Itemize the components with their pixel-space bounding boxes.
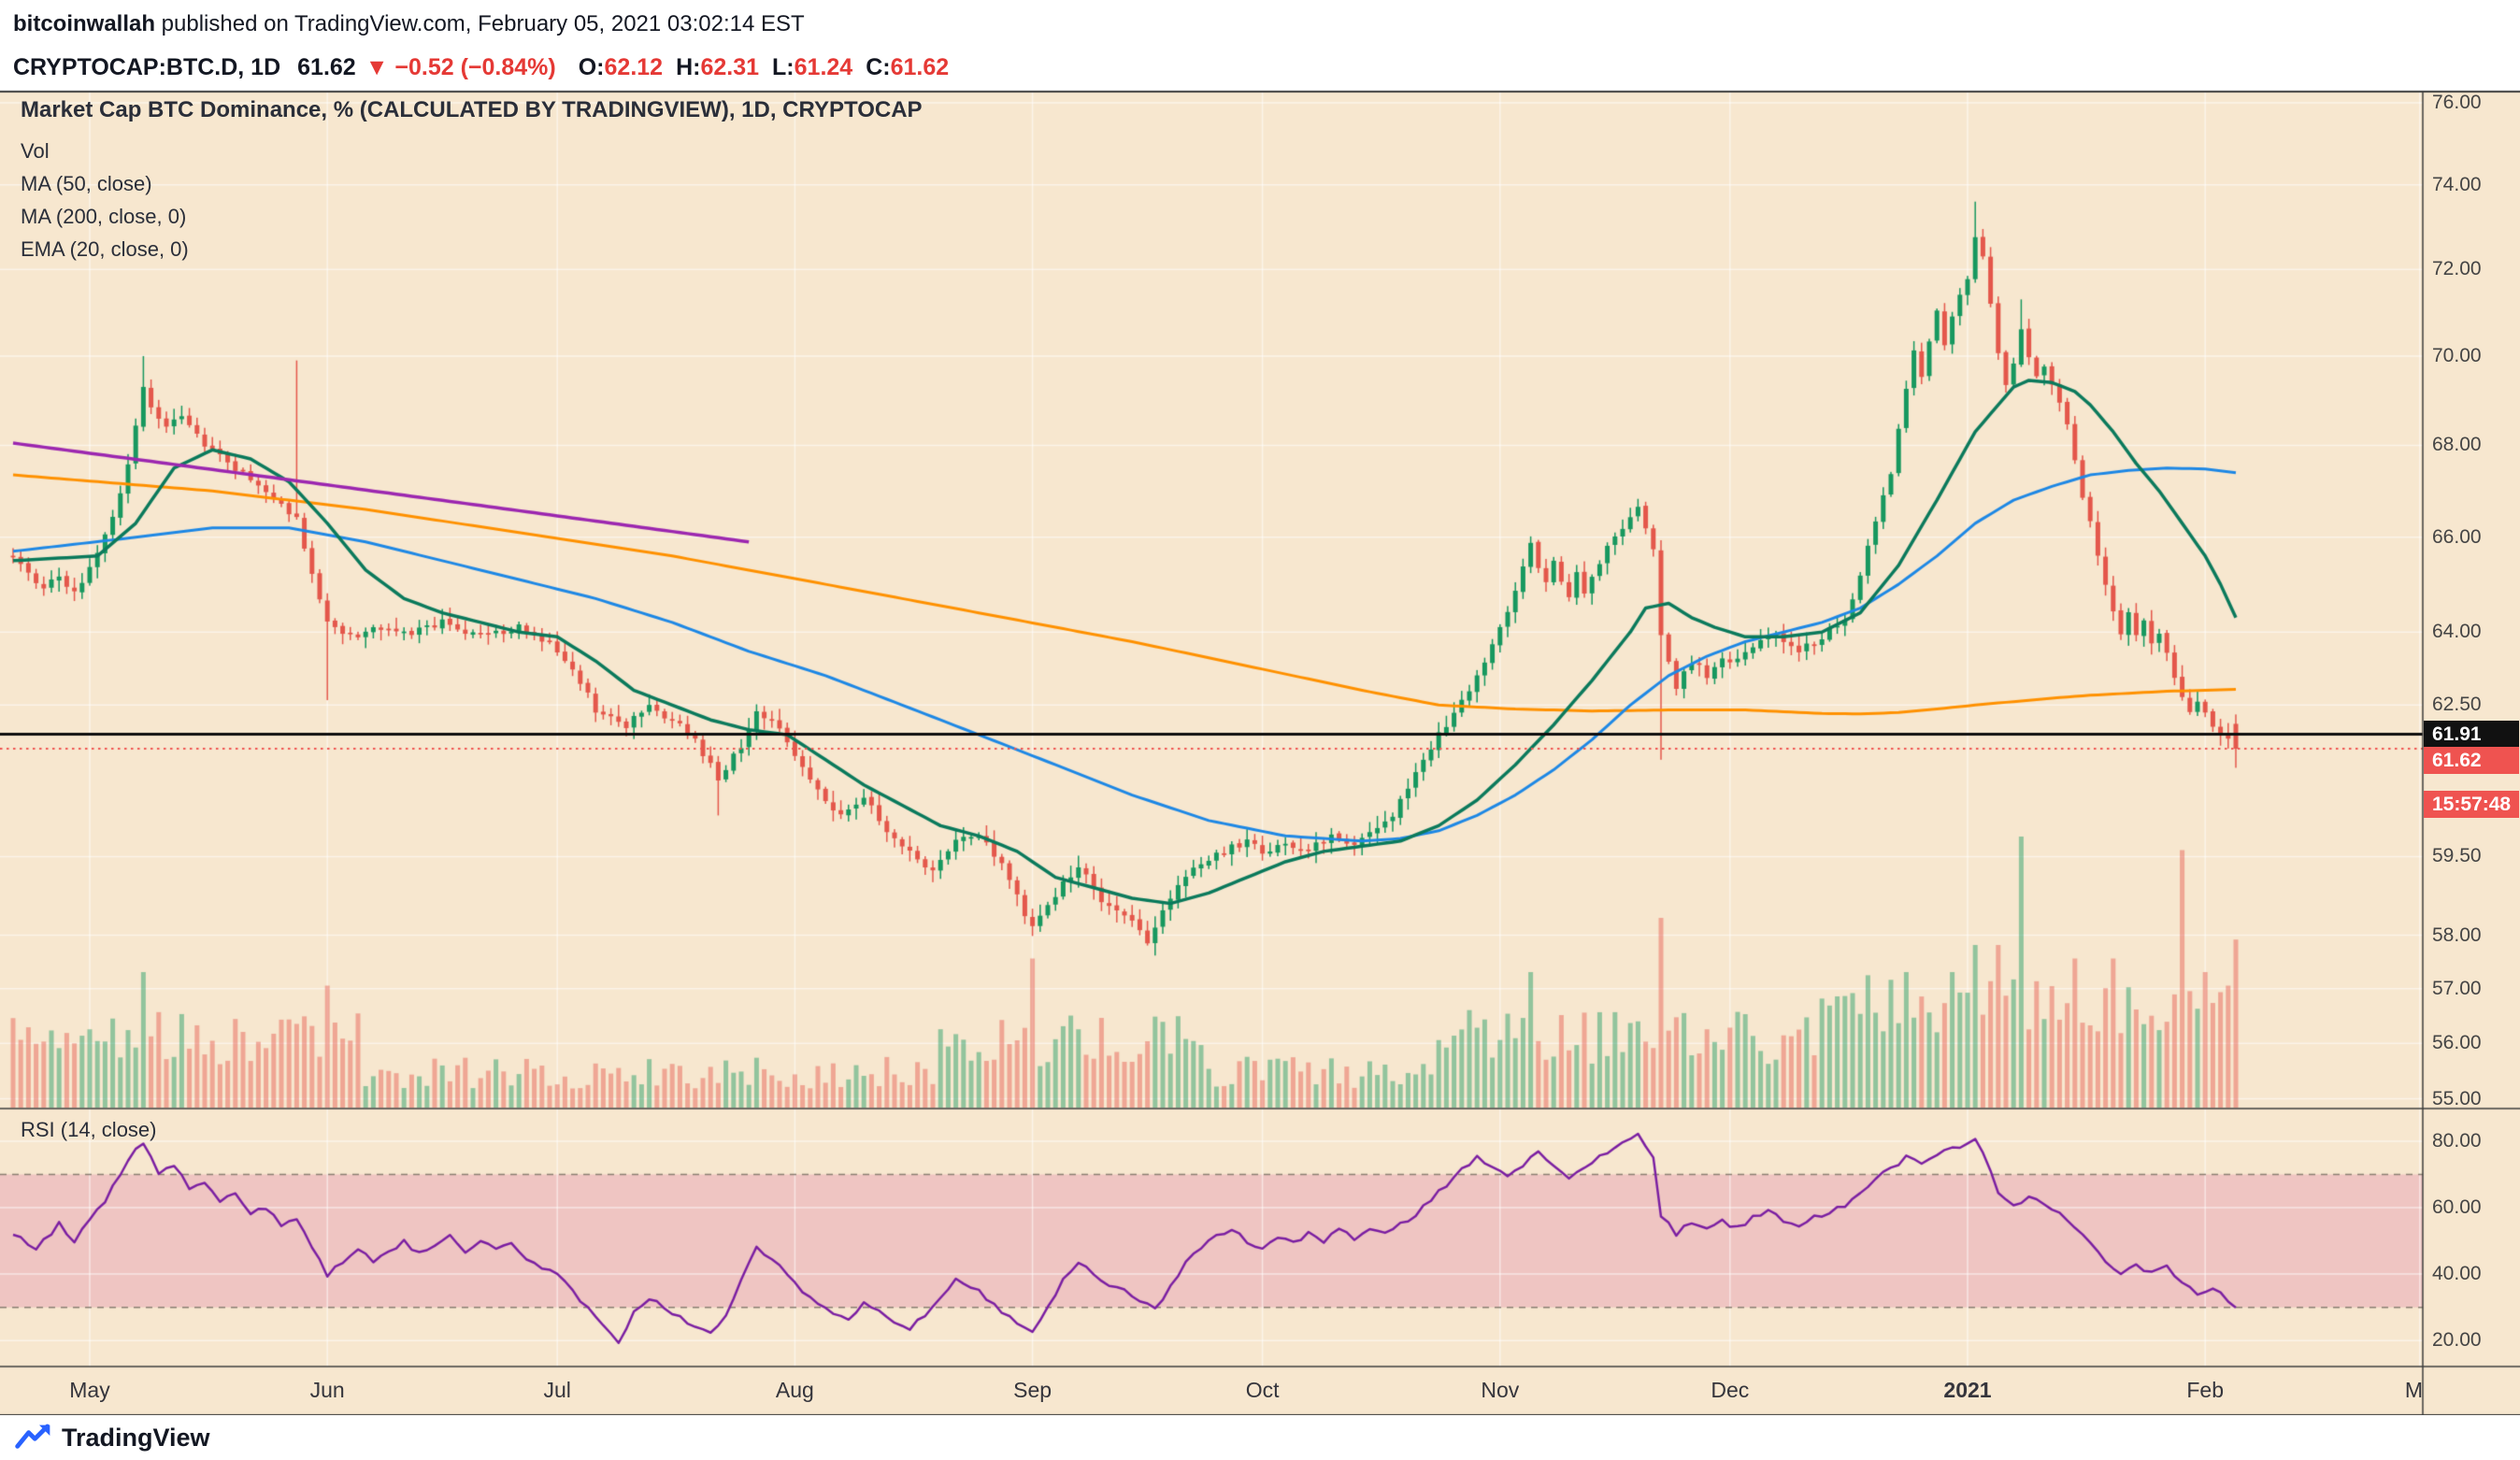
price-axis-label: 64.00 [2432,621,2482,643]
price-axis-label: 72.00 [2432,258,2482,280]
countdown-tag: 15:57:48 [2424,791,2519,819]
month-label: May [69,1378,110,1402]
price-axis-label: 66.00 [2432,525,2482,548]
price-axis-label: 58.00 [2432,923,2482,946]
chart-legend: Market Cap BTC Dominance, % (CALCULATED … [21,97,923,265]
symbol-name[interactable]: CRYPTOCAP:BTC.D, 1D [13,54,281,80]
rsi-legend[interactable]: RSI (14, close) [21,1118,157,1141]
legend-item-ema20[interactable]: EMA (20, close, 0) [21,237,189,261]
legend-item-volume[interactable]: Vol [21,139,50,163]
last-price: 61.62 [297,54,356,80]
legend-item-ma50[interactable]: MA (50, close) [21,172,152,195]
month-label: Jul [543,1378,571,1402]
price-axis-label: 62.50 [2432,694,2482,716]
price-axis-label: 70.00 [2432,344,2482,366]
ohlc-open-value: 62.12 [604,54,664,80]
rsi-axis-label: 20.00 [2432,1329,2482,1352]
month-label: Aug [775,1378,814,1402]
rsi-axis-label: 80.00 [2432,1130,2482,1152]
price-axis-label: 57.00 [2432,977,2482,999]
ohlc-low-label: L: [772,54,795,80]
tradingview-wordmark[interactable]: TradingView [62,1423,210,1452]
month-label: Jun [309,1378,345,1402]
month-label: Nov [1481,1378,1520,1402]
ohlc-high-value: 62.31 [700,54,760,80]
meta-bar: bitcoinwallah published on TradingView.c… [0,0,2520,46]
month-label: Ma [2404,1378,2423,1402]
price-axis-label: 68.00 [2432,434,2482,456]
price-axis-label: 56.00 [2432,1032,2482,1054]
footer-bar: TradingView [0,1415,2520,1460]
published-text: published on TradingView.com, February 0… [155,11,805,36]
legend-item-ma200[interactable]: MA (200, close, 0) [21,205,187,228]
ohlc-low-value: 61.24 [794,54,853,80]
month-label: Sep [1013,1378,1052,1402]
last-price-tag: 61.62 [2424,747,2519,775]
price-axis-label: 76.00 [2432,92,2482,113]
ohlc-close-label: C: [866,54,891,80]
price-change: ▼ −0.52 (−0.84%) [365,54,556,80]
ohlc-open-label: O: [578,54,605,80]
symbol-bar: CRYPTOCAP:BTC.D, 1D 61.62 ▼ −0.52 (−0.84%)… [0,44,2520,92]
price-axis-label: 55.00 [2432,1087,2482,1109]
price-axis-label: 74.00 [2432,173,2482,195]
rsi-axis-label: 60.00 [2432,1196,2482,1219]
legend-title[interactable]: Market Cap BTC Dominance, % (CALCULATED … [21,97,923,122]
time-axis[interactable]: May Jun Jul Aug Sep Oct Nov Dec 2021 Feb Ma [0,1367,2423,1415]
tradingview-logo-icon[interactable] [15,1424,52,1452]
rsi-axis-label: 40.00 [2432,1263,2482,1285]
month-label: Feb [2186,1378,2225,1402]
month-label: 2021 [1943,1378,1992,1402]
ohlc-close-value: 61.62 [890,54,950,80]
price-axis-label: 59.50 [2432,845,2482,867]
author-name[interactable]: bitcoinwallah [13,11,156,36]
ohlc-high-label: H: [676,54,701,80]
level-price-tag: 61.91 [2424,720,2519,748]
month-label: Oct [1245,1378,1280,1402]
month-label: Dec [1711,1378,1750,1402]
